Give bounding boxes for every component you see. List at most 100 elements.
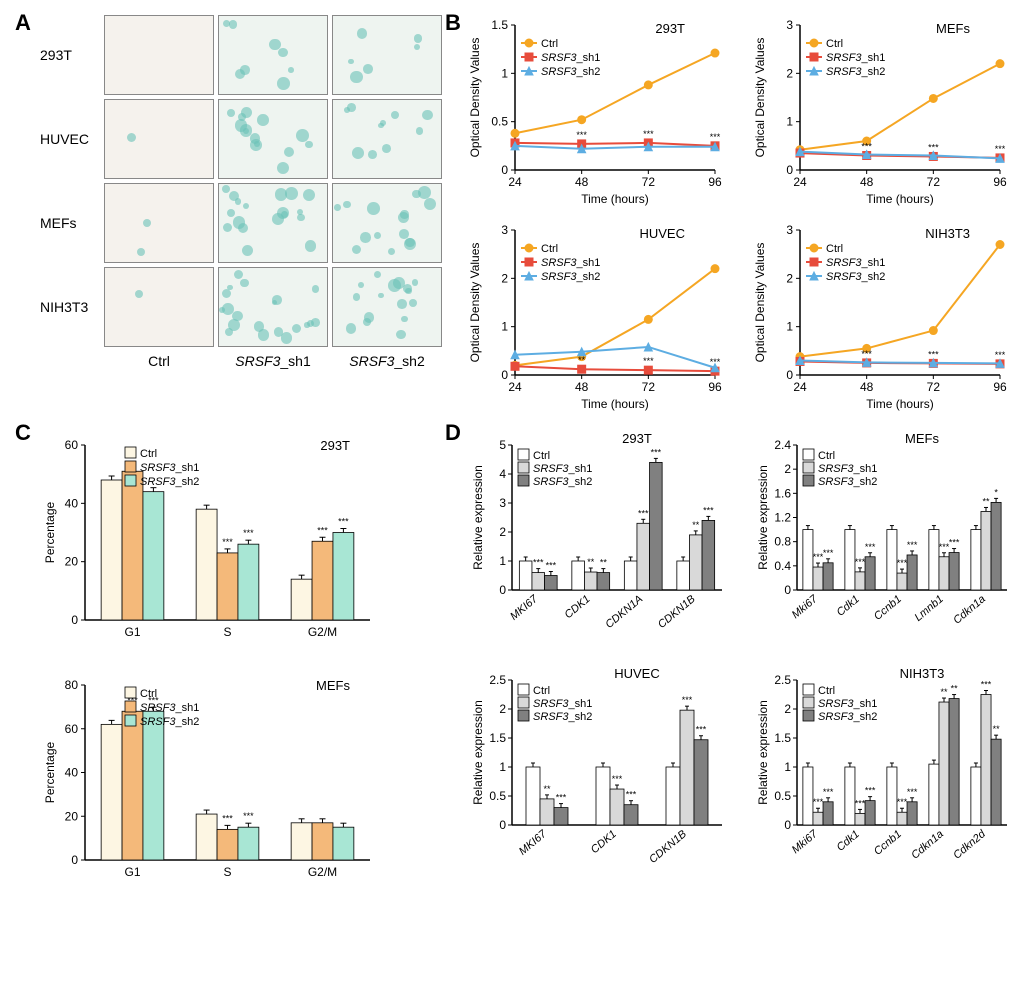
micro-row-label: HUVEC — [40, 131, 100, 147]
svg-text:Relative expression: Relative expression — [471, 465, 485, 570]
svg-text:Time (hours): Time (hours) — [866, 397, 934, 411]
svg-text:72: 72 — [642, 175, 656, 189]
svg-text:293T: 293T — [655, 21, 685, 36]
svg-text:Cdkn2d: Cdkn2d — [951, 828, 988, 862]
svg-text:1.5: 1.5 — [774, 731, 791, 745]
svg-text:***: *** — [643, 129, 654, 139]
panel-c-label: C — [15, 420, 31, 446]
svg-text:SRSF3_sh1: SRSF3_sh1 — [826, 257, 885, 269]
svg-text:Cdkn1a: Cdkn1a — [951, 593, 988, 627]
svg-text:***: *** — [710, 357, 721, 367]
svg-text:***: *** — [928, 142, 939, 152]
svg-text:Ctrl: Ctrl — [140, 688, 157, 700]
svg-text:***: *** — [813, 797, 824, 807]
svg-text:0: 0 — [786, 163, 793, 177]
svg-text:***: *** — [612, 774, 623, 784]
svg-text:MEFs: MEFs — [905, 431, 939, 446]
svg-text:24: 24 — [793, 175, 807, 189]
svg-text:CDKN1B: CDKN1B — [647, 828, 689, 866]
svg-text:***: *** — [823, 787, 834, 797]
svg-text:***: *** — [861, 349, 872, 359]
svg-text:Lmnb1: Lmnb1 — [912, 593, 945, 624]
svg-text:1.2: 1.2 — [774, 511, 791, 525]
svg-text:SRSF3_sh1: SRSF3_sh1 — [541, 52, 600, 64]
svg-text:293T: 293T — [320, 438, 350, 453]
microscopy-image — [104, 15, 214, 95]
svg-text:*: * — [994, 487, 998, 497]
micro-col-label: SRSF3_sh2 — [332, 353, 442, 369]
svg-text:SRSF3_sh1: SRSF3_sh1 — [818, 698, 877, 710]
svg-text:1: 1 — [499, 760, 506, 774]
micro-row-label: MEFs — [40, 215, 100, 231]
microscopy-image — [332, 99, 442, 179]
svg-text:Percentage: Percentage — [43, 501, 57, 563]
svg-text:S: S — [223, 865, 231, 879]
svg-text:***: *** — [222, 813, 233, 823]
svg-text:24: 24 — [793, 380, 807, 394]
svg-text:Ctrl: Ctrl — [818, 685, 835, 697]
svg-text:***: *** — [626, 790, 637, 800]
svg-text:HUVEC: HUVEC — [614, 666, 660, 681]
svg-text:2: 2 — [786, 271, 793, 285]
svg-text:Ctrl: Ctrl — [818, 450, 835, 462]
svg-text:1: 1 — [786, 320, 793, 334]
svg-text:2.5: 2.5 — [774, 673, 791, 687]
svg-text:SRSF3_sh2: SRSF3_sh2 — [818, 711, 877, 723]
svg-text:SRSF3_sh2: SRSF3_sh2 — [541, 66, 600, 78]
svg-text:2.5: 2.5 — [489, 673, 506, 687]
svg-text:2: 2 — [784, 462, 791, 476]
svg-text:80: 80 — [65, 678, 79, 692]
svg-text:Cdkn1a: Cdkn1a — [909, 828, 946, 862]
svg-text:**: ** — [543, 784, 551, 794]
svg-text:40: 40 — [65, 766, 79, 780]
svg-text:2.4: 2.4 — [774, 438, 791, 452]
svg-text:Ctrl: Ctrl — [533, 450, 550, 462]
figure-container: A 293THUVECMEFsNIH3T3CtrlSRSF3_sh1SRSF3_… — [10, 10, 1010, 910]
svg-text:Time (hours): Time (hours) — [866, 192, 934, 206]
svg-text:96: 96 — [993, 380, 1007, 394]
svg-text:Optical Density Values: Optical Density Values — [468, 243, 482, 363]
svg-text:**: ** — [982, 496, 990, 506]
svg-text:NIH3T3: NIH3T3 — [900, 666, 945, 681]
svg-text:***: *** — [928, 349, 939, 359]
svg-text:3: 3 — [499, 496, 506, 510]
line-chart: 012324487296********HUVECTime (hours)Opt… — [465, 220, 725, 410]
svg-text:40: 40 — [65, 496, 79, 510]
svg-text:60: 60 — [65, 438, 79, 452]
svg-text:Optical Density Values: Optical Density Values — [753, 38, 767, 158]
svg-text:SRSF3_sh2: SRSF3_sh2 — [140, 716, 199, 728]
svg-text:***: *** — [338, 517, 349, 527]
svg-text:1.5: 1.5 — [491, 18, 508, 32]
expression-chart: 00.511.522.5******Mki67******Cdk1******C… — [755, 665, 1015, 875]
svg-text:SRSF3_sh1: SRSF3_sh1 — [140, 462, 199, 474]
svg-text:0.4: 0.4 — [774, 559, 791, 573]
svg-text:**: ** — [692, 520, 700, 530]
cell-cycle-chart: 020406080******G1******SG2/MPercentageME… — [40, 670, 380, 890]
svg-text:***: *** — [897, 558, 908, 568]
svg-text:2: 2 — [499, 525, 506, 539]
svg-text:**: ** — [578, 355, 586, 365]
expression-chart: 00.40.81.21.622.4******Mki67******Cdk1**… — [755, 430, 1015, 640]
svg-text:SRSF3_sh2: SRSF3_sh2 — [533, 476, 592, 488]
svg-text:293T: 293T — [622, 431, 652, 446]
svg-text:Relative expression: Relative expression — [756, 465, 770, 570]
panel-d: D 012345******MKI67****CDK1******CDKN1A*… — [440, 420, 1020, 910]
svg-text:***: *** — [682, 695, 693, 705]
svg-text:Cdk1: Cdk1 — [835, 593, 862, 619]
svg-text:MEFs: MEFs — [316, 678, 350, 693]
micro-row-label: 293T — [40, 47, 100, 63]
svg-text:***: *** — [696, 725, 707, 735]
svg-text:Mki67: Mki67 — [790, 828, 821, 857]
svg-text:**: ** — [587, 557, 595, 567]
svg-text:2: 2 — [501, 271, 508, 285]
svg-text:96: 96 — [708, 380, 722, 394]
svg-text:SRSF3_sh2: SRSF3_sh2 — [826, 66, 885, 78]
expression-chart: 012345******MKI67****CDK1******CDKN1A***… — [470, 430, 730, 640]
svg-text:0: 0 — [71, 853, 78, 867]
svg-text:3: 3 — [786, 18, 793, 32]
svg-text:0: 0 — [786, 368, 793, 382]
svg-text:***: *** — [995, 144, 1006, 154]
svg-text:Time (hours): Time (hours) — [581, 397, 649, 411]
svg-text:0: 0 — [499, 583, 506, 597]
svg-text:***: *** — [638, 508, 649, 518]
